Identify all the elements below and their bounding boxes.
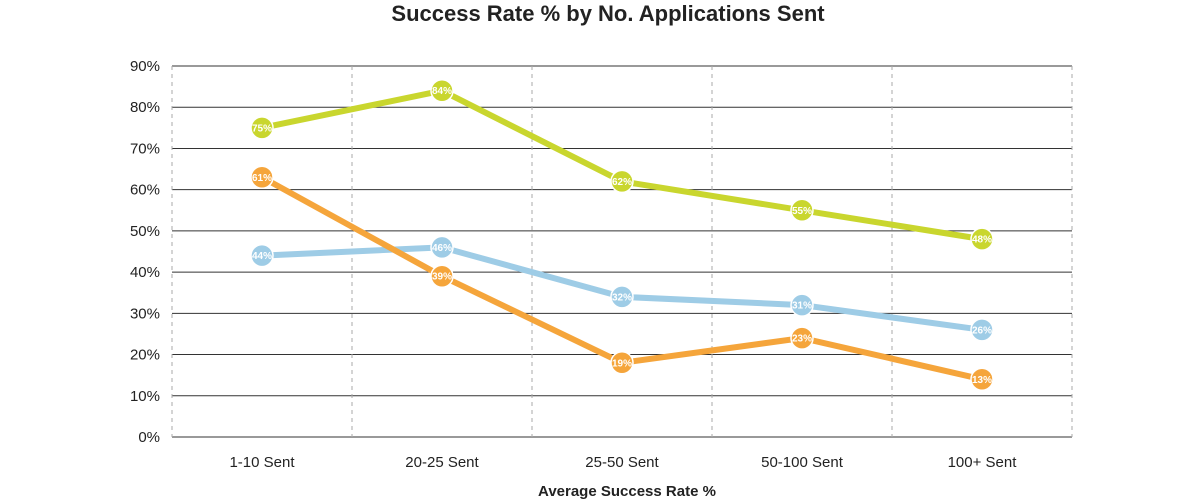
data-point [610,169,634,194]
data-label: 62% [612,177,632,188]
y-axis-ticks: 0% 10% 20% 30% 40% 50% 60% 70% 80% 90% [130,58,160,446]
data-point [970,227,994,251]
y-tick-label: 70% [130,140,160,157]
x-tick-label: 20-25 Sent [405,454,479,471]
series-line-3 [259,174,985,383]
y-tick-label: 90% [130,58,160,75]
y-tick-label: 20% [130,347,160,364]
x-axis-ticks: 1-10 Sent 20-25 Sent 25-50 Sent 50-100 Sent… [229,454,1017,471]
data-label: 55% [792,206,812,217]
data-point [610,285,634,309]
y-tick-label: 10% [130,388,160,405]
data-point [790,293,814,317]
data-label: 31% [792,301,812,312]
data-point [430,78,454,103]
x-tick-label: 25-50 Sent [585,454,659,471]
grid [171,65,1073,438]
data-label: 26% [972,325,992,336]
data-label: 23% [792,334,812,345]
data-point [250,243,274,268]
data-point [610,351,634,375]
data-point [250,116,274,140]
y-tick-label: 60% [130,182,160,199]
data-point [970,318,994,342]
y-tick-label: 50% [130,223,160,240]
y-tick-label: 40% [130,264,160,281]
data-point [250,165,274,190]
data-label: 19% [612,358,632,369]
x-tick-label: 50-100 Sent [761,454,844,471]
data-point [790,326,814,350]
x-axis-label: Average Success Rate % [538,483,716,500]
y-tick-label: 30% [130,305,160,322]
y-tick-label: 80% [130,99,160,116]
series-line-1 [259,87,985,243]
chart-title: Success Rate % by No. Applications Sent [391,1,825,26]
data-label: 61% [252,173,272,184]
data-label: 48% [972,235,992,246]
data-point [970,367,994,392]
data-point [430,264,454,288]
data-point [790,198,814,223]
data-label: 32% [612,292,632,303]
data-label: 13% [972,375,992,386]
data-label: 44% [252,251,272,262]
data-label: 39% [432,272,452,283]
data-label: 75% [252,123,272,134]
y-tick-label: 0% [138,429,160,446]
data-point [430,235,454,260]
data-label: 84% [432,86,452,97]
x-tick-label: 1-10 Sent [229,454,295,471]
data-label: 46% [432,243,452,254]
x-tick-label: 100+ Sent [948,454,1018,471]
series-lines: 75% 84% 62% 55% 48% 44% 46% 32% 31% 26% 61% 39% 19% 2… [250,78,994,392]
